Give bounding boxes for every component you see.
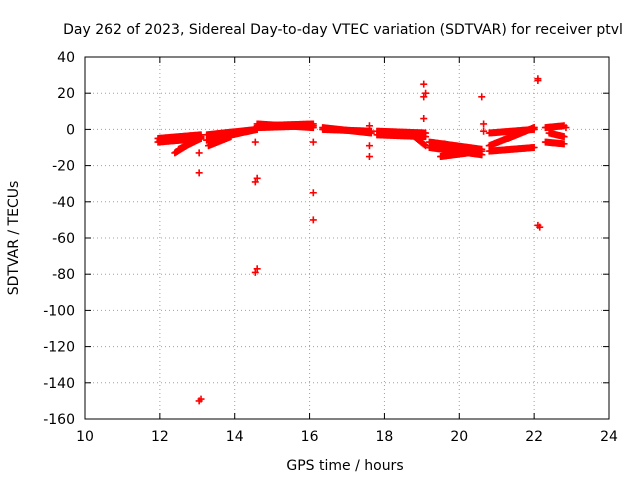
y-tick-label: -120 (43, 340, 75, 356)
data-point (156, 136, 164, 144)
data-point (309, 216, 317, 224)
data-point (480, 120, 488, 128)
x-tick-label: 20 (450, 429, 468, 445)
data-point (253, 265, 261, 273)
x-tick-label: 22 (525, 429, 543, 445)
plot-frame (84, 56, 610, 420)
data-point (422, 133, 430, 141)
y-tick-label: -140 (43, 376, 75, 392)
data-point (251, 138, 259, 146)
data-point (197, 134, 205, 142)
chart-title: Day 262 of 2023, Sidereal Day-to-day VTE… (63, 22, 623, 38)
y-tick-label: -160 (43, 412, 75, 428)
data-point (562, 124, 570, 132)
data-point (309, 124, 317, 132)
data-point (560, 140, 568, 148)
data-point (251, 178, 259, 186)
y-tick-label: -80 (52, 267, 75, 283)
data-point (422, 142, 430, 150)
y-tick-label: 20 (57, 86, 75, 102)
x-tick-label: 24 (600, 429, 618, 445)
data-point (365, 142, 373, 150)
data-point (251, 268, 259, 276)
x-tick-label: 16 (301, 429, 319, 445)
data-point (420, 115, 428, 123)
data-point (560, 133, 568, 141)
data-point (365, 122, 373, 130)
y-tick-label: -40 (52, 195, 75, 211)
data-point (253, 174, 261, 182)
y-tick-label: -100 (43, 303, 75, 319)
y-tick-label: -60 (52, 231, 75, 247)
data-point (536, 223, 544, 231)
y-tick-label: 0 (66, 122, 75, 138)
data-point (530, 144, 538, 151)
x-tick-label: 18 (376, 429, 394, 445)
data-point (195, 169, 203, 177)
data-point (365, 153, 373, 161)
data-point (534, 77, 542, 85)
y-tick-label: 40 (57, 50, 75, 66)
data-point (195, 397, 203, 405)
x-axis-title: GPS time / hours (286, 458, 403, 474)
data-point (420, 141, 428, 149)
data-point (309, 189, 317, 197)
data-point (480, 127, 488, 135)
data-point (422, 89, 430, 97)
grid (85, 57, 609, 419)
axis-ticks (84, 56, 610, 420)
x-tick-label: 10 (76, 429, 94, 445)
y-axis-title: SDTVAR / TECUs (6, 181, 22, 296)
data-point (420, 93, 428, 101)
data-point (530, 124, 538, 132)
x-tick-label: 14 (226, 429, 244, 445)
y-tick-labels: 40 20 0 -20 -40 -60 -80 -100 -120 -140 -160 (43, 50, 75, 428)
data-point (478, 151, 486, 159)
data-point (195, 149, 203, 157)
data-point (309, 138, 317, 146)
data-point (478, 93, 486, 101)
data-points (154, 75, 570, 405)
data-point (367, 129, 375, 137)
data-point (227, 133, 235, 141)
x-tick-label: 12 (151, 429, 169, 445)
x-tick-labels: 10 12 14 16 18 20 22 24 (76, 429, 618, 445)
y-tick-label: -20 (52, 159, 75, 175)
data-point (420, 80, 428, 88)
